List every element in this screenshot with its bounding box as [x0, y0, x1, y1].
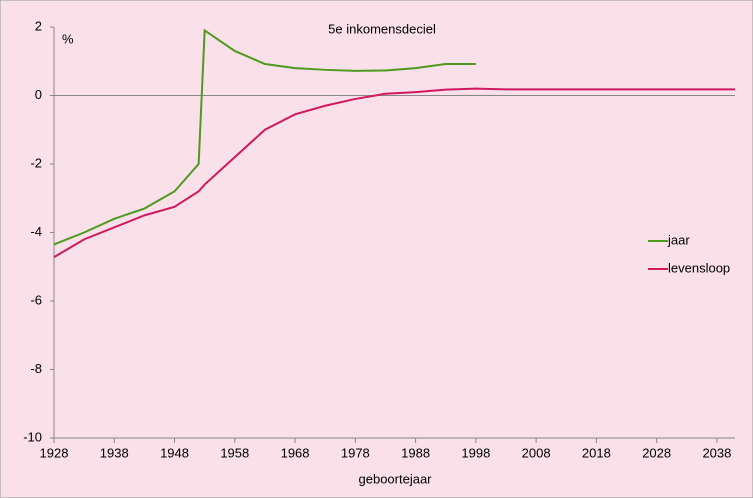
- x-tick-label: 2008: [522, 445, 551, 460]
- x-tick-label: 1958: [220, 445, 249, 460]
- x-tick-label: 2038: [702, 445, 731, 460]
- y-axis-label: %: [62, 31, 74, 46]
- y-tick-label: -8: [30, 361, 42, 376]
- y-tick-label: -6: [30, 292, 42, 307]
- x-tick-label: 1948: [160, 445, 189, 460]
- chart-title: 5e inkomensdeciel: [328, 21, 436, 36]
- y-tick-label: -10: [23, 429, 42, 444]
- y-tick-label: -4: [30, 224, 42, 239]
- line: [53, 87, 735, 259]
- x-tick-label: 1928: [40, 445, 69, 460]
- y-tick-label: 2: [35, 18, 42, 33]
- x-tick-label: 1998: [461, 445, 490, 460]
- x-tick-label: 1968: [281, 445, 310, 460]
- x-tick-label: 2028: [642, 445, 671, 460]
- x-tick-label: 1938: [100, 445, 129, 460]
- x-tick-label: 1988: [401, 445, 430, 460]
- x-tick-label: 2018: [582, 445, 611, 460]
- y-tick-label: 0: [35, 87, 42, 102]
- legend-label: levensloop: [668, 260, 730, 275]
- y-tick-label: -2: [30, 155, 42, 170]
- x-tick-label: 1978: [341, 445, 370, 460]
- line: [53, 28, 476, 246]
- legend-label: jaar: [667, 232, 690, 247]
- x-axis-label: geboortejaar: [359, 471, 433, 486]
